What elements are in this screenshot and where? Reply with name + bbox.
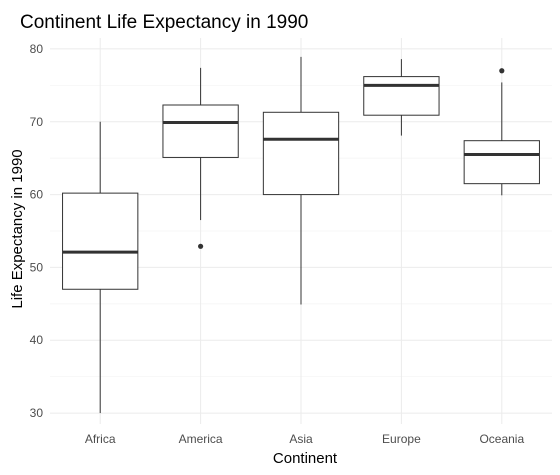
box-oceania [463, 68, 540, 196]
x-tick-label: Europe [382, 432, 421, 446]
x-tick-label: Oceania [479, 432, 524, 446]
box-asia [262, 56, 340, 305]
box-body [363, 76, 440, 116]
y-tick-label: 30 [30, 406, 44, 420]
box-america [162, 67, 239, 249]
box-layer [62, 56, 540, 414]
tick-layer: 30 40 50 60 70 80 Africa America Asia Europe Ocean… [30, 42, 525, 446]
x-tick-label: Asia [289, 432, 313, 446]
box-body [463, 140, 540, 185]
x-tick-label: Africa [85, 432, 116, 446]
box-africa [62, 121, 139, 414]
y-tick-label: 50 [30, 260, 44, 274]
y-axis-title: Life Expectancy in 1990 [9, 149, 26, 308]
box-body [62, 192, 139, 290]
chart-title: Continent Life Expectancy in 1990 [20, 12, 308, 33]
box-body [262, 111, 340, 196]
outlier-point [198, 243, 204, 249]
outlier-point [499, 68, 505, 74]
y-tick-label: 60 [30, 188, 44, 202]
y-tick-label: 40 [30, 333, 44, 347]
x-tick-label: America [179, 432, 223, 446]
box-body [162, 104, 239, 158]
y-tick-label: 70 [30, 115, 44, 129]
box-europe [363, 59, 440, 136]
x-axis-title: Continent [273, 450, 338, 467]
y-tick-label: 80 [30, 42, 44, 56]
